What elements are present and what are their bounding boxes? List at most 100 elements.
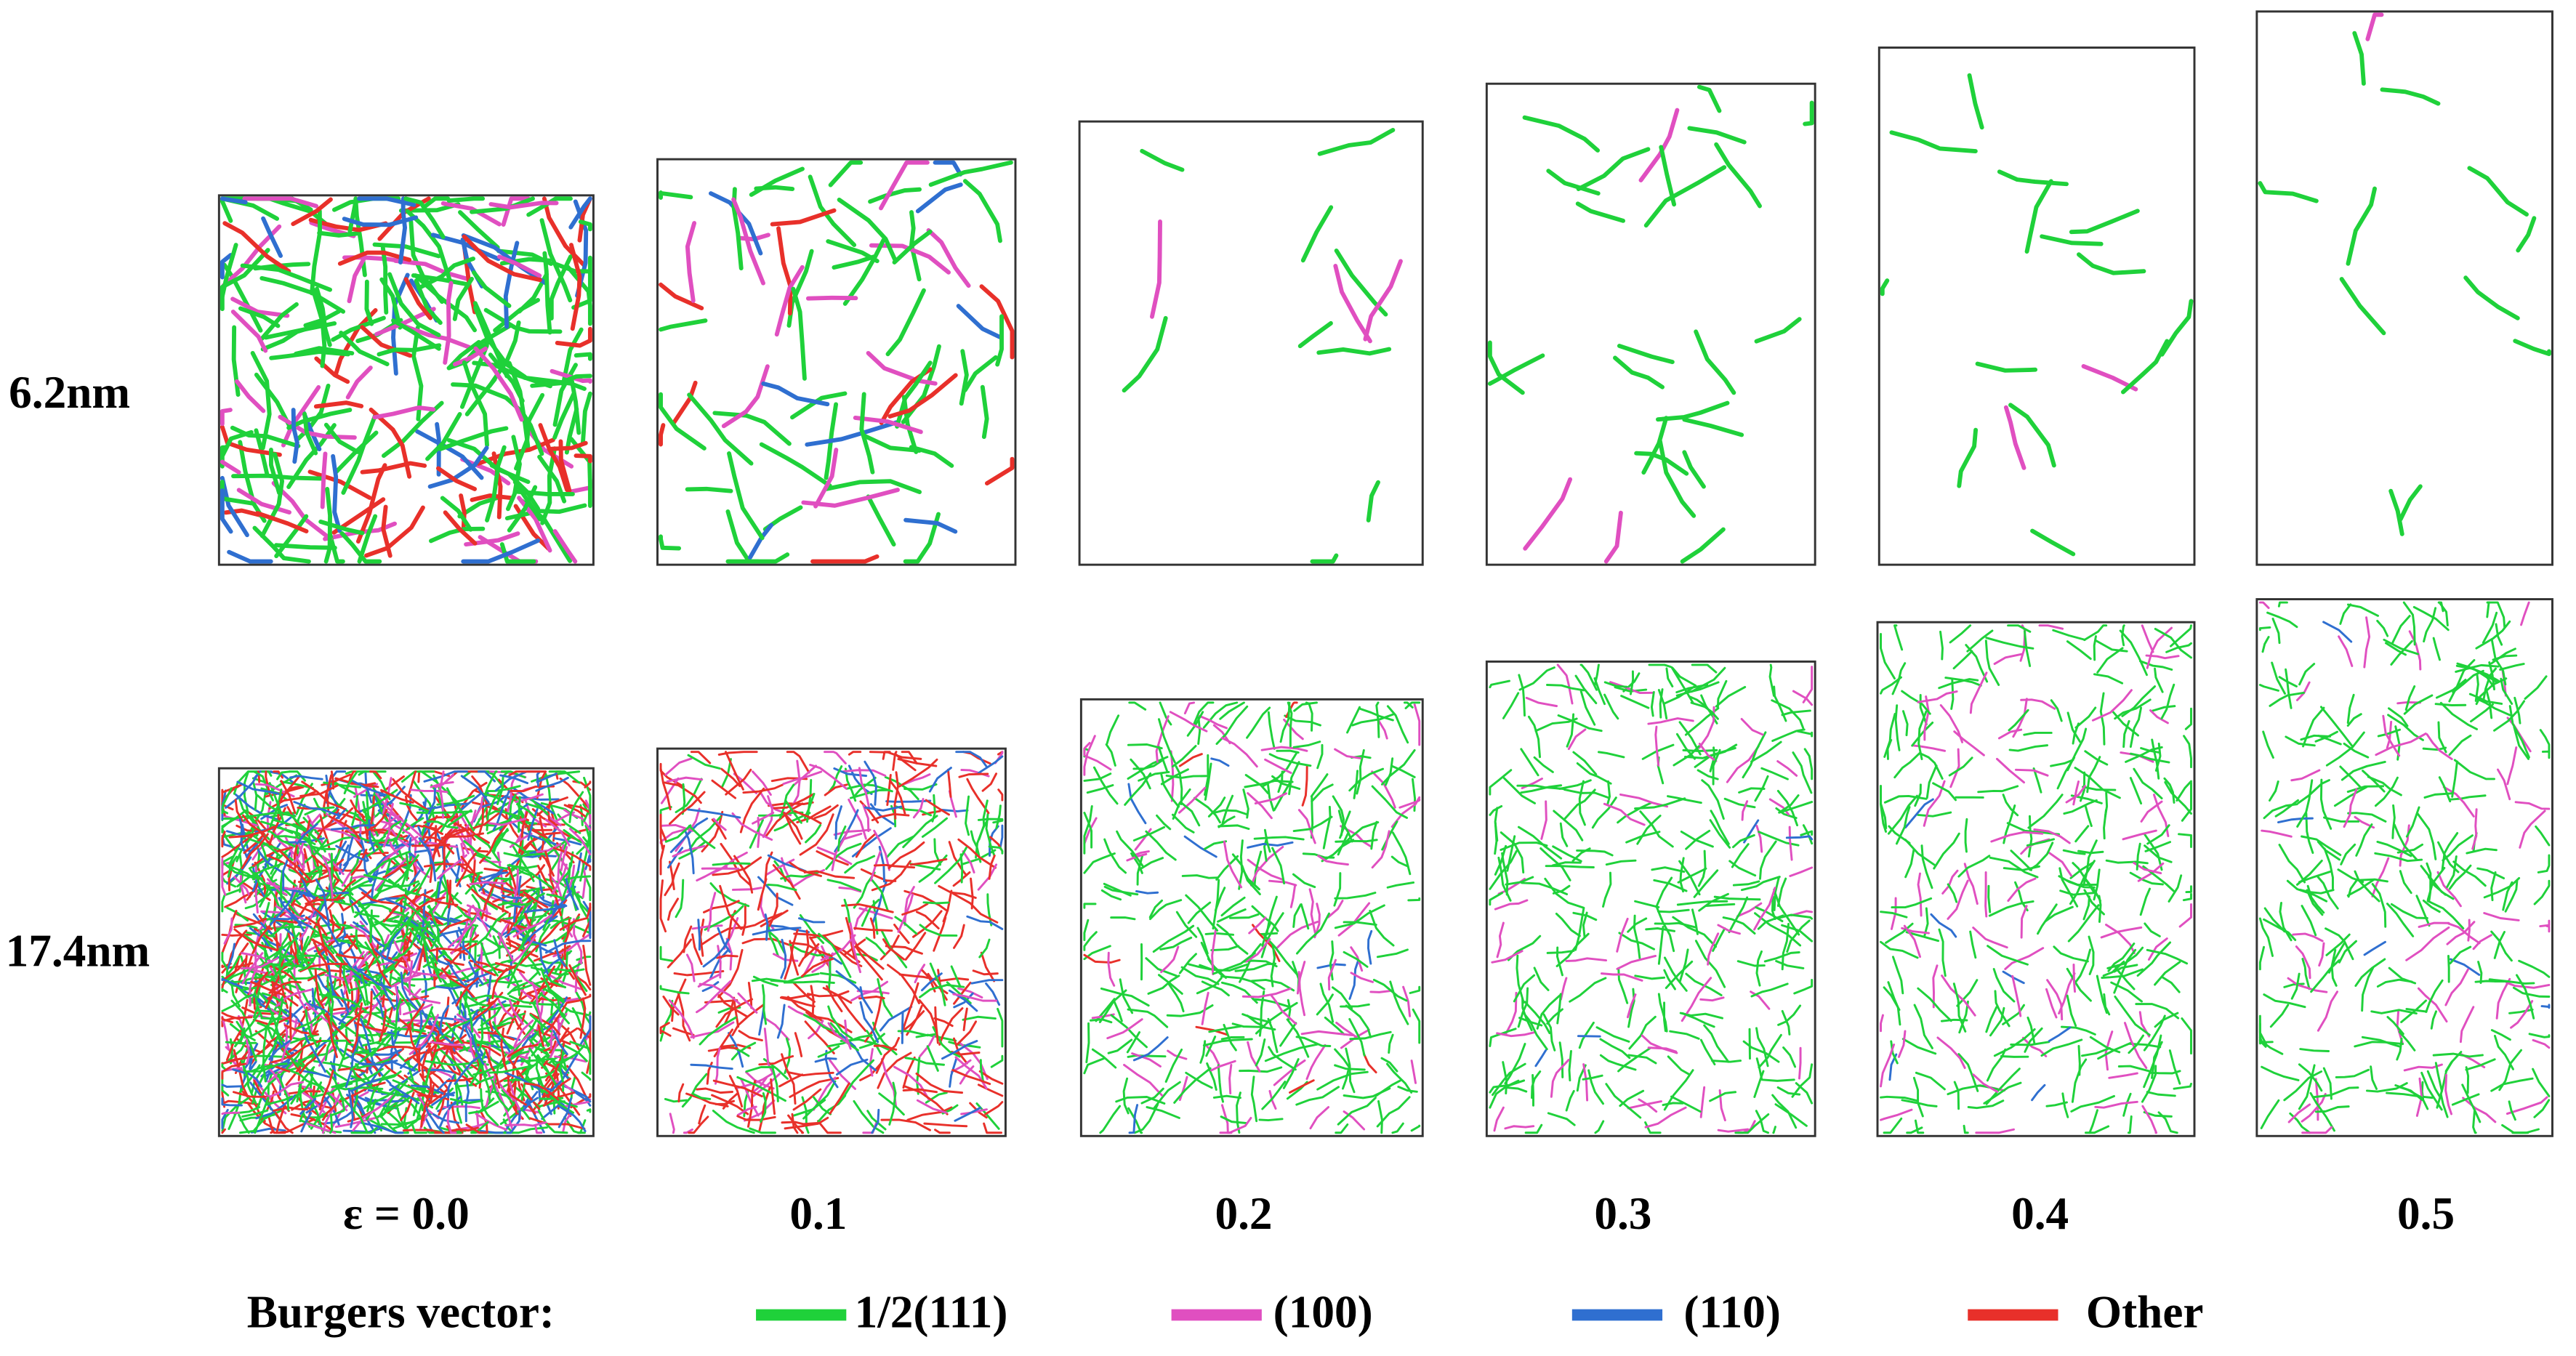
dislocation-line [825,985,843,1013]
dislocation-line [1940,1018,1968,1022]
dislocation-line [1371,785,1409,819]
dislocation-line [1292,815,1333,833]
dislocation-line [279,780,315,790]
dislocation-line [474,834,500,862]
dislocation-line [506,435,522,512]
dislocation-line [675,778,703,814]
dislocation-line [742,783,784,794]
dislocation-line [1582,911,1588,938]
dislocation-line [2079,771,2086,802]
dislocation-line [259,275,346,314]
dislocation-line [418,1044,421,1072]
dislocation-line [2451,1093,2480,1106]
dislocation-line [2095,639,2128,653]
dislocation-line [873,1044,898,1051]
dislocation-line [2432,1052,2484,1058]
dislocation-line [898,758,938,788]
dislocation-line [2107,943,2136,972]
dislocation-line [1146,1106,1180,1119]
dislocation-line [2003,405,2026,470]
dislocation-line [803,870,856,879]
dislocation-line [1263,828,1271,853]
dislocation-line [1193,701,1215,725]
dislocation-line [1755,1057,1763,1080]
dislocation-line [329,909,335,944]
dislocation-line [380,788,414,804]
dislocation-line [567,993,592,1004]
dislocation-line [2446,855,2458,889]
dislocation-line [699,982,741,1005]
dislocation-line [1334,904,1385,929]
dislocation-line [1574,674,1598,705]
dislocation-line [2539,729,2551,754]
dislocation-line [586,1108,592,1113]
dislocation-line [469,1036,477,1062]
dislocation-line [1201,991,1209,1025]
dislocation-line [2173,1082,2192,1090]
dislocation-line [2388,488,2404,536]
dislocation-line [267,992,286,1028]
dislocation-line [2258,684,2279,692]
dislocation-line [1650,690,1655,717]
dislocation-line [760,1092,767,1123]
dislocation-line [1300,1030,1354,1037]
dislocation-line [2150,705,2176,713]
dislocation-line [556,1061,571,1081]
dislocation-line [422,893,459,906]
dislocation-line [221,783,243,794]
dislocation-line [2453,759,2495,780]
dislocation-line [1775,959,1805,969]
dislocation-line [240,957,279,970]
dislocation-line [877,1052,912,1089]
dislocation-line [246,836,263,857]
dislocation-line [506,1110,521,1134]
dislocation-line [1701,779,1725,820]
dislocation-line [1969,930,1977,959]
dislocation-line [702,900,740,913]
dislocation-line [369,770,382,780]
dislocation-line [1803,748,1814,780]
dislocation-line [816,850,849,866]
dislocation-line [233,876,251,898]
dislocation-line [1083,1057,1105,1075]
dislocation-line [380,245,389,315]
dislocation-line [1533,756,1554,773]
dislocation-line [2314,1078,2319,1121]
dislocation-line [1223,1023,1237,1052]
dislocation-line [901,1011,904,1044]
dislocation-line [1084,754,1112,771]
dislocation-line [809,929,844,940]
dislocation-line [965,795,970,836]
dislocation-line [2506,746,2518,786]
dislocation-line [1662,1102,1684,1107]
dislocation-line [912,910,943,938]
dislocation-line [381,400,444,459]
dislocation-line [659,282,704,310]
dislocation-line [957,1020,978,1046]
dislocation-line [683,925,693,953]
dislocation-line [255,511,309,533]
dislocation-line [542,1091,576,1107]
dislocation-line [261,992,287,1005]
dislocation-line [738,1030,763,1042]
dislocation-line [1990,831,2044,843]
dislocation-line [531,1001,550,1047]
dislocation-line [2088,935,2095,976]
dislocation-line [480,1006,502,1027]
dislocation-line [2346,713,2362,727]
dislocation-line [758,1055,794,1066]
dislocation-line [1316,993,1334,1016]
snapshot-panel [1877,47,2196,566]
dislocation-line [254,992,263,1019]
dislocation-line [981,772,998,792]
dislocation-line [1697,849,1707,887]
dislocation-line [331,453,342,533]
dislocation-line [2524,675,2548,700]
dislocation-line [712,411,792,446]
dislocation-line [225,774,259,809]
dislocation-line [1667,1055,1691,1076]
dislocation-line [2301,958,2311,990]
dislocation-line [1169,711,1208,733]
dislocation-line [1685,972,1723,996]
dislocation-line [1647,1046,1678,1053]
